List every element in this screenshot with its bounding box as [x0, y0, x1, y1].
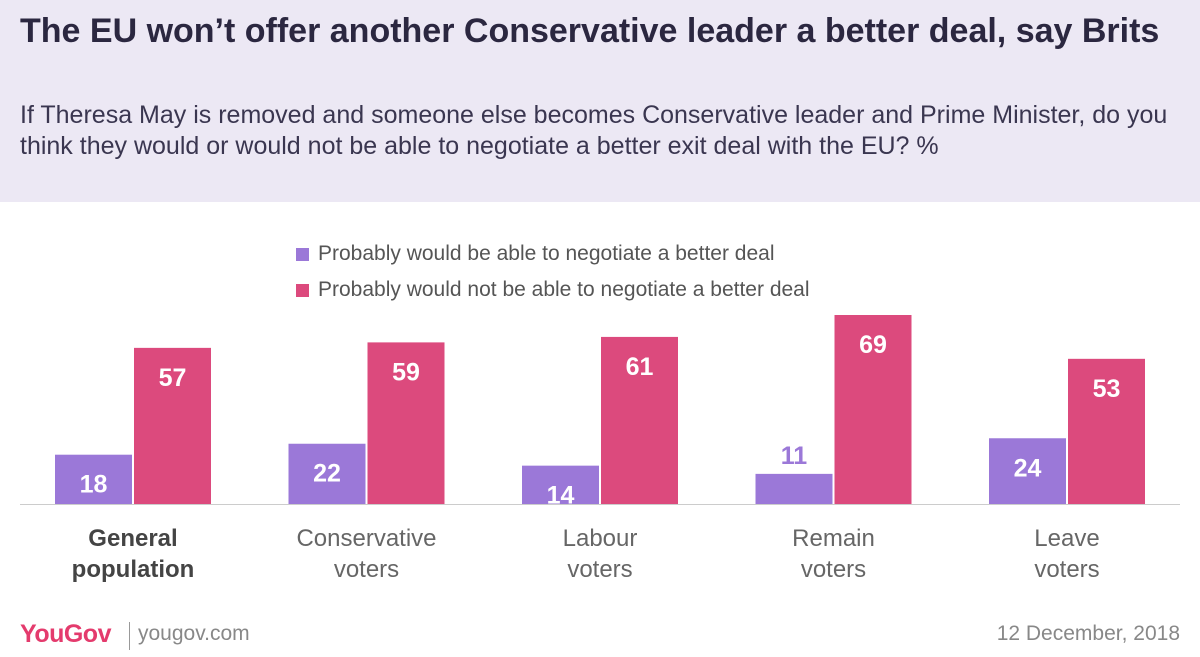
data-label-would-4: 24	[1014, 454, 1042, 482]
chart-legend: Probably would be able to negotiate a be…	[296, 236, 810, 308]
data-label-would-0: 18	[80, 471, 108, 499]
legend-item-would: Probably would be able to negotiate a be…	[296, 236, 810, 272]
data-label-would-3: 11	[781, 442, 808, 470]
legend-item-would-not: Probably would not be able to negotiate …	[296, 272, 810, 308]
bar-would-not-2	[601, 336, 678, 504]
legend-swatch-would-not	[296, 283, 309, 297]
yougov-logo: YouGov	[20, 620, 111, 648]
category-label-3-0: Remain	[792, 525, 875, 552]
bar-would-not-0	[134, 347, 211, 504]
data-label-would-not-2: 61	[626, 353, 654, 381]
data-label-would-not-1: 59	[392, 358, 420, 386]
data-label-would-not-0: 57	[159, 364, 187, 392]
category-label-2-0: Labour	[563, 525, 638, 552]
legend-label-would-not: Probably would not be able to negotiate …	[318, 278, 810, 301]
bar-would-4	[989, 438, 1066, 504]
bar-would-2	[522, 465, 599, 504]
bar-would-3	[755, 473, 833, 504]
category-label-1-1: voters	[334, 556, 399, 583]
bar-would-not-1	[367, 342, 445, 504]
site-url[interactable]: yougov.com	[138, 622, 250, 645]
category-label-1-0: Conservative	[296, 525, 436, 552]
chart-title: The EU won’t offer another Conservative …	[20, 12, 1160, 50]
bar-would-1	[288, 443, 366, 504]
data-label-would-2: 14	[547, 482, 575, 510]
category-label-4-0: Leave	[1034, 525, 1099, 552]
header-panel: The EU won’t offer another Conservative …	[0, 0, 1200, 202]
legend-swatch-would	[296, 247, 309, 261]
footer: YouGov yougov.com 12 December, 2018	[0, 616, 1200, 656]
data-label-would-not-4: 53	[1093, 375, 1121, 403]
category-label-0-0: General	[88, 525, 177, 552]
category-label-0-1: population	[72, 556, 195, 583]
bar-would-not-3	[834, 315, 912, 504]
data-label-would-1: 22	[313, 460, 341, 488]
legend-label-would: Probably would be able to negotiate a be…	[318, 242, 775, 265]
footer-divider	[129, 622, 130, 650]
category-label-4-1: voters	[1034, 556, 1099, 583]
publish-date: 12 December, 2018	[996, 622, 1180, 645]
chart-subtitle: If Theresa May is removed and someone el…	[20, 101, 1168, 160]
category-label-3-1: voters	[801, 556, 866, 583]
bar-would-not-4	[1068, 358, 1145, 504]
data-label-would-not-3: 69	[859, 331, 887, 359]
category-label-2-1: voters	[567, 556, 632, 583]
bar-would-0	[55, 454, 132, 504]
